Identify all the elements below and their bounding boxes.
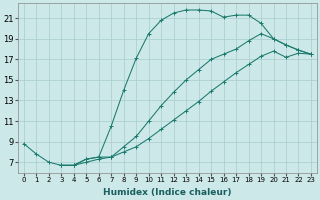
X-axis label: Humidex (Indice chaleur): Humidex (Indice chaleur) (103, 188, 232, 197)
